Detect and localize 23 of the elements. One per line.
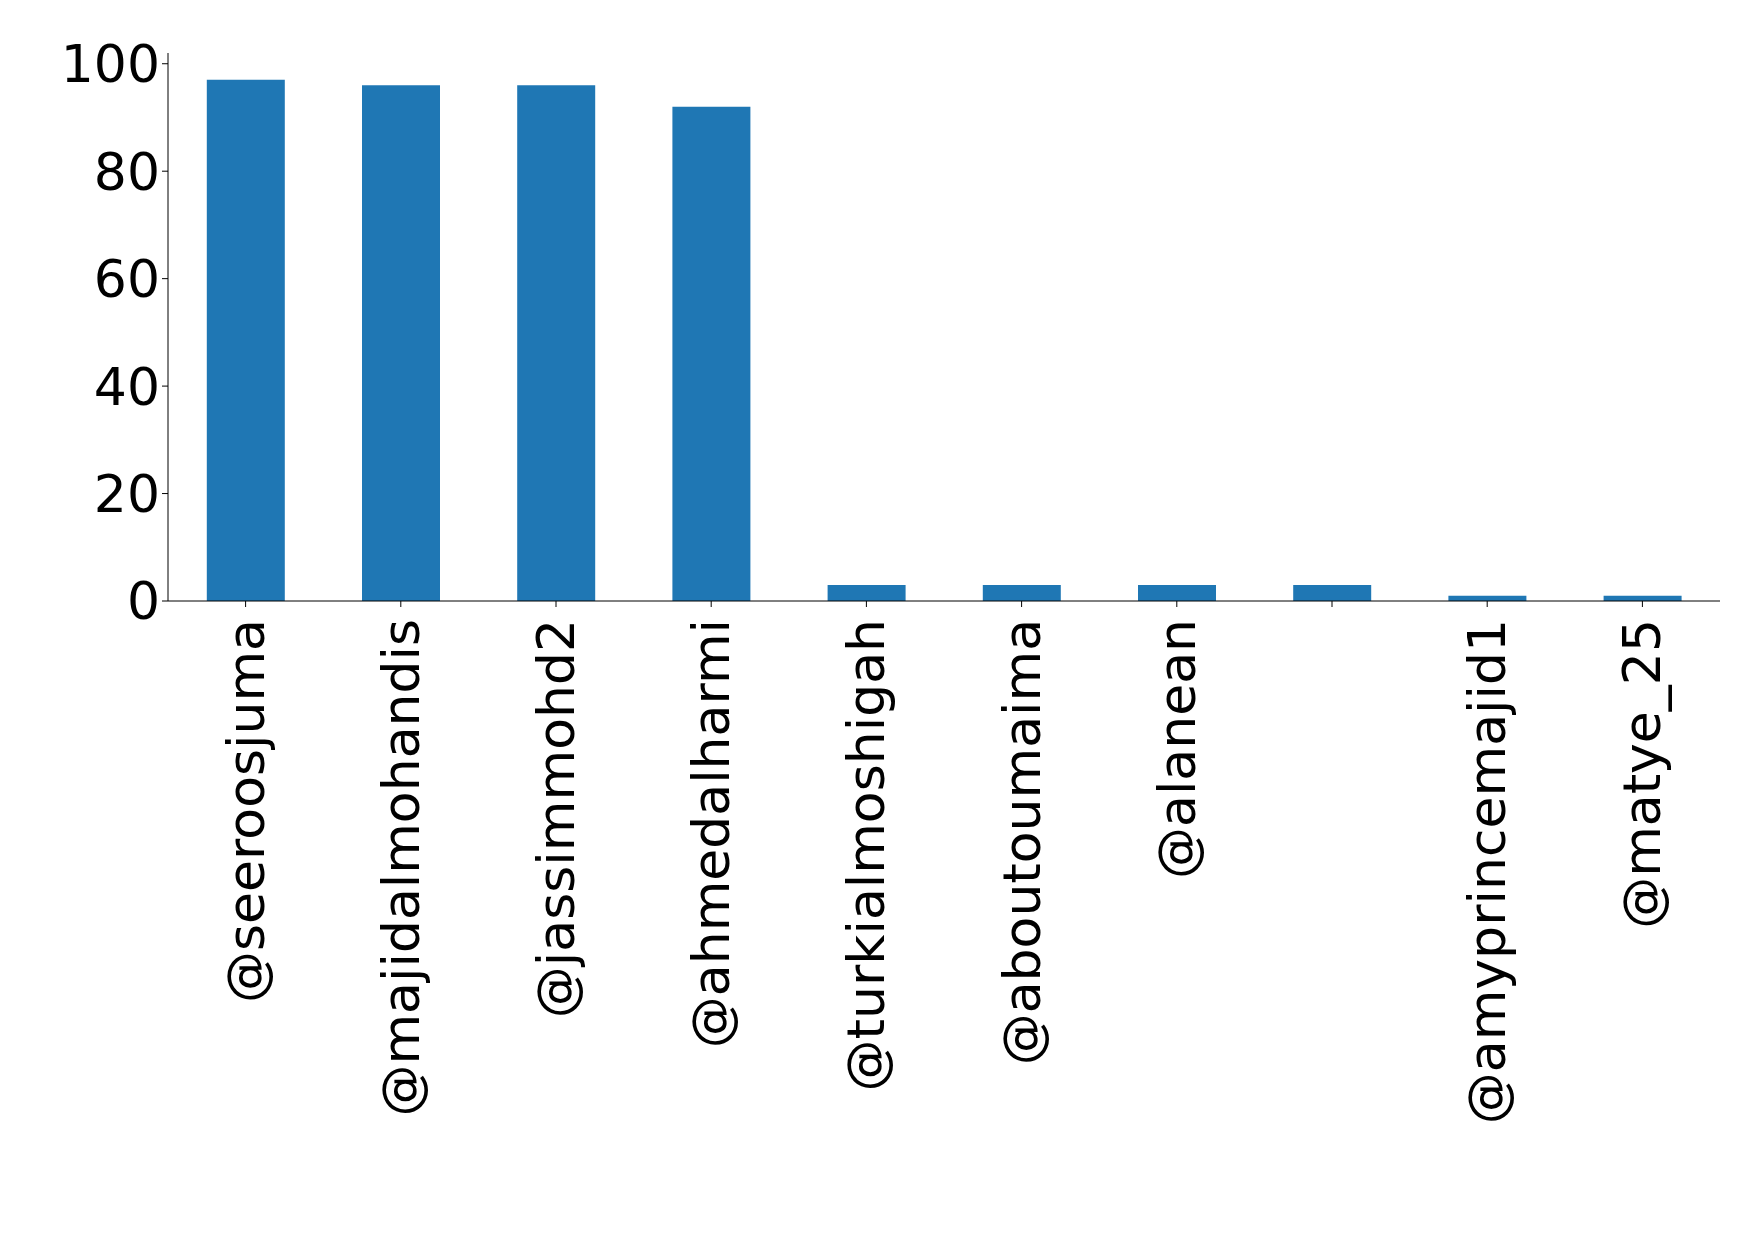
bar — [517, 85, 596, 601]
y-tick-label: 60 — [93, 249, 160, 310]
y-tick-label: 100 — [60, 34, 160, 95]
x-tick-label: @turkialmoshigah — [836, 619, 897, 1092]
y-tick-label: 40 — [93, 356, 160, 417]
y-tick-label: 0 — [126, 571, 160, 632]
x-tick-label: @jassimmohd2 — [526, 619, 586, 1019]
x-tick-label: @alanean — [1146, 619, 1207, 879]
bar — [362, 85, 440, 601]
bar — [206, 79, 285, 601]
bar — [672, 106, 751, 601]
x-tick-label: @matye_25 — [1612, 619, 1673, 929]
y-tick-label: 20 — [93, 464, 160, 525]
bar — [982, 584, 1061, 601]
x-tick-label: @majidalmohandis — [370, 619, 431, 1117]
x-tick-label: @seeroosjuma — [215, 619, 276, 1003]
x-tick-label: @aboutoumaima — [991, 619, 1052, 1066]
bar — [827, 584, 906, 601]
x-tick-label: @amyprincemajid1 — [1457, 619, 1518, 1125]
bar — [1293, 584, 1372, 601]
bar — [1138, 584, 1216, 601]
y-tick-label: 80 — [93, 141, 160, 202]
x-tick-label: @ahmedalharmi — [681, 619, 742, 1049]
